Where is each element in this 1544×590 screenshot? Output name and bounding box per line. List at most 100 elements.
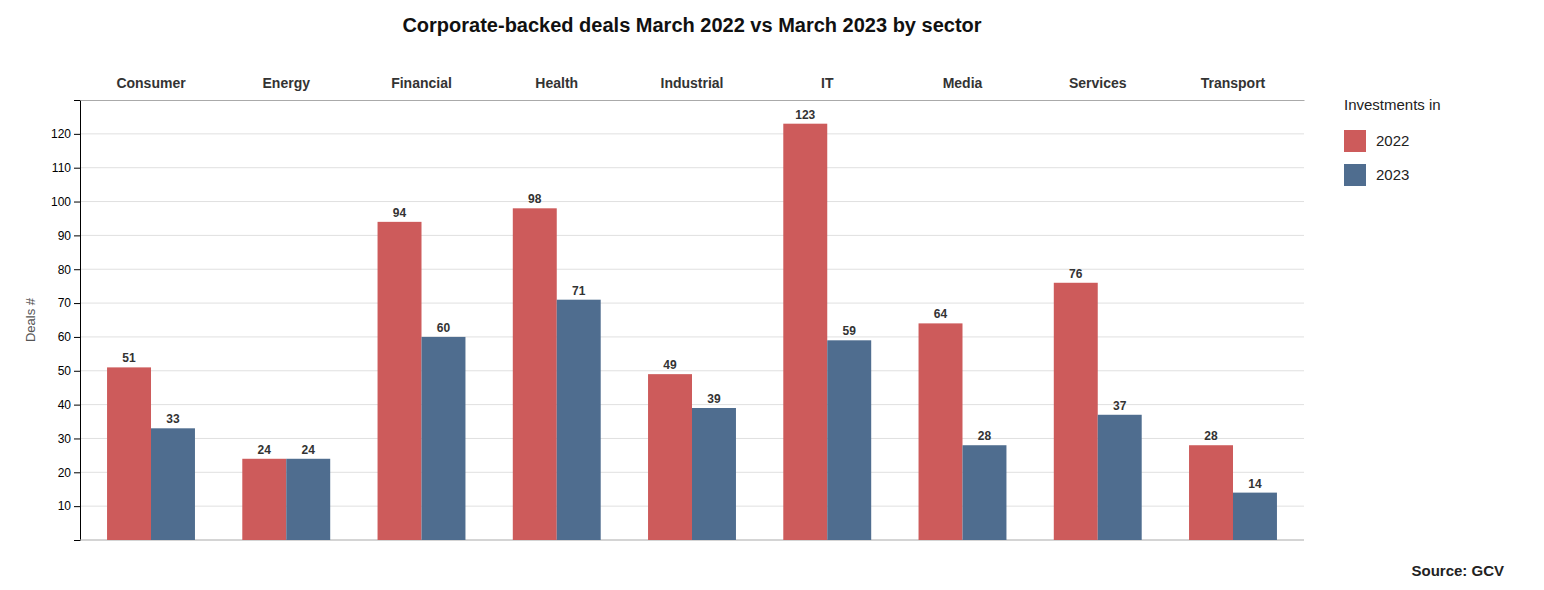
x-tick-label: Industrial	[660, 75, 723, 91]
legend-item: 2023	[1344, 164, 1409, 186]
source: Source: GCV	[1411, 562, 1504, 579]
x-tick-label: Transport	[1201, 75, 1266, 91]
data-label: 39	[707, 392, 721, 406]
grid-line	[80, 133, 1304, 134]
y-tick-label: 40	[58, 398, 72, 412]
bar	[1054, 283, 1098, 540]
data-label: 24	[302, 443, 316, 457]
x-tick: Services	[1069, 75, 1127, 100]
bar	[962, 445, 1006, 540]
legend-title: Investments in	[1344, 96, 1441, 113]
y-tick-label: 70	[58, 296, 72, 310]
x-tick: Energy	[263, 75, 311, 100]
bar	[378, 222, 422, 540]
y-tick: 110	[52, 161, 80, 175]
x-tick: Transport	[1201, 75, 1266, 100]
x-tick: Industrial	[660, 75, 723, 100]
grid-line	[80, 167, 1304, 168]
bar	[1098, 415, 1142, 540]
grid-line	[80, 336, 1304, 337]
data-label: 59	[843, 324, 857, 338]
data-label: 71	[572, 284, 586, 298]
data-label: 123	[795, 108, 815, 122]
y-tick: 30	[58, 432, 80, 446]
bar	[286, 459, 330, 540]
y-tick-label: 50	[58, 364, 72, 378]
y-tick-mark	[74, 303, 80, 304]
x-tick-label: Health	[535, 75, 578, 91]
data-label: 60	[437, 321, 451, 335]
x-tick-label: Energy	[263, 75, 311, 91]
legend: Investments in 2022 2023	[1344, 96, 1441, 186]
y-axis-title: Deals #	[23, 297, 38, 342]
bar	[557, 300, 601, 540]
data-label: 37	[1113, 399, 1127, 413]
y-tick-mark	[74, 269, 80, 270]
grid-line	[80, 269, 1304, 270]
x-tick-label: Media	[943, 75, 983, 91]
data-label: 76	[1069, 267, 1083, 281]
data-label: 64	[934, 307, 948, 321]
bar	[1233, 493, 1277, 540]
title: Corporate-backed deals March 2022 vs Mar…	[402, 14, 981, 36]
y-tick: 120	[51, 127, 80, 141]
data-label: 28	[1204, 429, 1218, 443]
y-axis: 10 20 30 40 50 60 70 80 90 100 110 120	[51, 101, 81, 541]
bar	[692, 408, 736, 540]
grid-line	[80, 370, 1304, 371]
legend-swatch	[1344, 130, 1366, 152]
data-label: 94	[393, 206, 407, 220]
y-tick-label: 120	[51, 127, 71, 141]
bar	[513, 208, 557, 540]
data-label: 28	[978, 429, 992, 443]
y-tick: 20	[58, 466, 80, 480]
data-label: 49	[663, 358, 677, 372]
y-tick: 70	[58, 296, 80, 310]
y-tick: 50	[58, 364, 80, 378]
bar	[242, 459, 286, 540]
x-tick: IT	[821, 75, 834, 100]
bar	[422, 337, 466, 540]
bar	[648, 374, 692, 540]
x-axis-line	[81, 100, 1305, 101]
bar	[783, 124, 827, 540]
y-tick-label: 30	[58, 432, 72, 446]
y-axis-line	[74, 101, 81, 541]
y-tick-mark	[74, 472, 80, 473]
y-tick: 10	[58, 499, 80, 513]
y-tick: 60	[58, 330, 80, 344]
x-tick-label: Consumer	[116, 75, 186, 91]
bar	[827, 340, 871, 540]
x-tick-label: Services	[1069, 75, 1127, 91]
y-tick-label: 20	[58, 466, 72, 480]
y-tick-mark	[74, 337, 80, 338]
bar	[151, 428, 195, 540]
y-tick-label: 60	[58, 330, 72, 344]
chart: Corporate-backed deals March 2022 vs Mar…	[0, 0, 1544, 590]
y-tick-label: 10	[58, 499, 72, 513]
y-tick-label: 90	[58, 229, 72, 243]
x-axis: Consumer Energy Financial Health Industrial I…	[81, 75, 1305, 101]
plot: 10 20 30 40 50 60 70 80 90 100 110 120 Consumer Energ…	[51, 75, 1305, 541]
y-tick: 80	[58, 263, 80, 277]
x-tick-label: Financial	[391, 75, 452, 91]
legend-label: 2022	[1376, 132, 1409, 149]
y-tick-label: 110	[52, 161, 71, 175]
y-tick: 100	[51, 195, 80, 209]
x-tick-label: IT	[821, 75, 834, 91]
bar	[107, 367, 151, 540]
data-label: 98	[528, 192, 542, 206]
data-label: 14	[1248, 477, 1262, 491]
y-tick-label: 80	[58, 263, 72, 277]
y-tick-mark	[74, 168, 80, 169]
y-tick-mark	[74, 371, 80, 372]
legend-swatch	[1344, 164, 1366, 186]
y-tick-label: 100	[51, 195, 71, 209]
data-label: 33	[166, 412, 180, 426]
grid-line	[80, 303, 1304, 304]
y-tick: 40	[58, 398, 80, 412]
grid-line	[80, 235, 1304, 236]
y-tick: 90	[58, 229, 80, 243]
x-tick: Health	[535, 75, 578, 100]
y-tick-mark	[74, 438, 80, 439]
